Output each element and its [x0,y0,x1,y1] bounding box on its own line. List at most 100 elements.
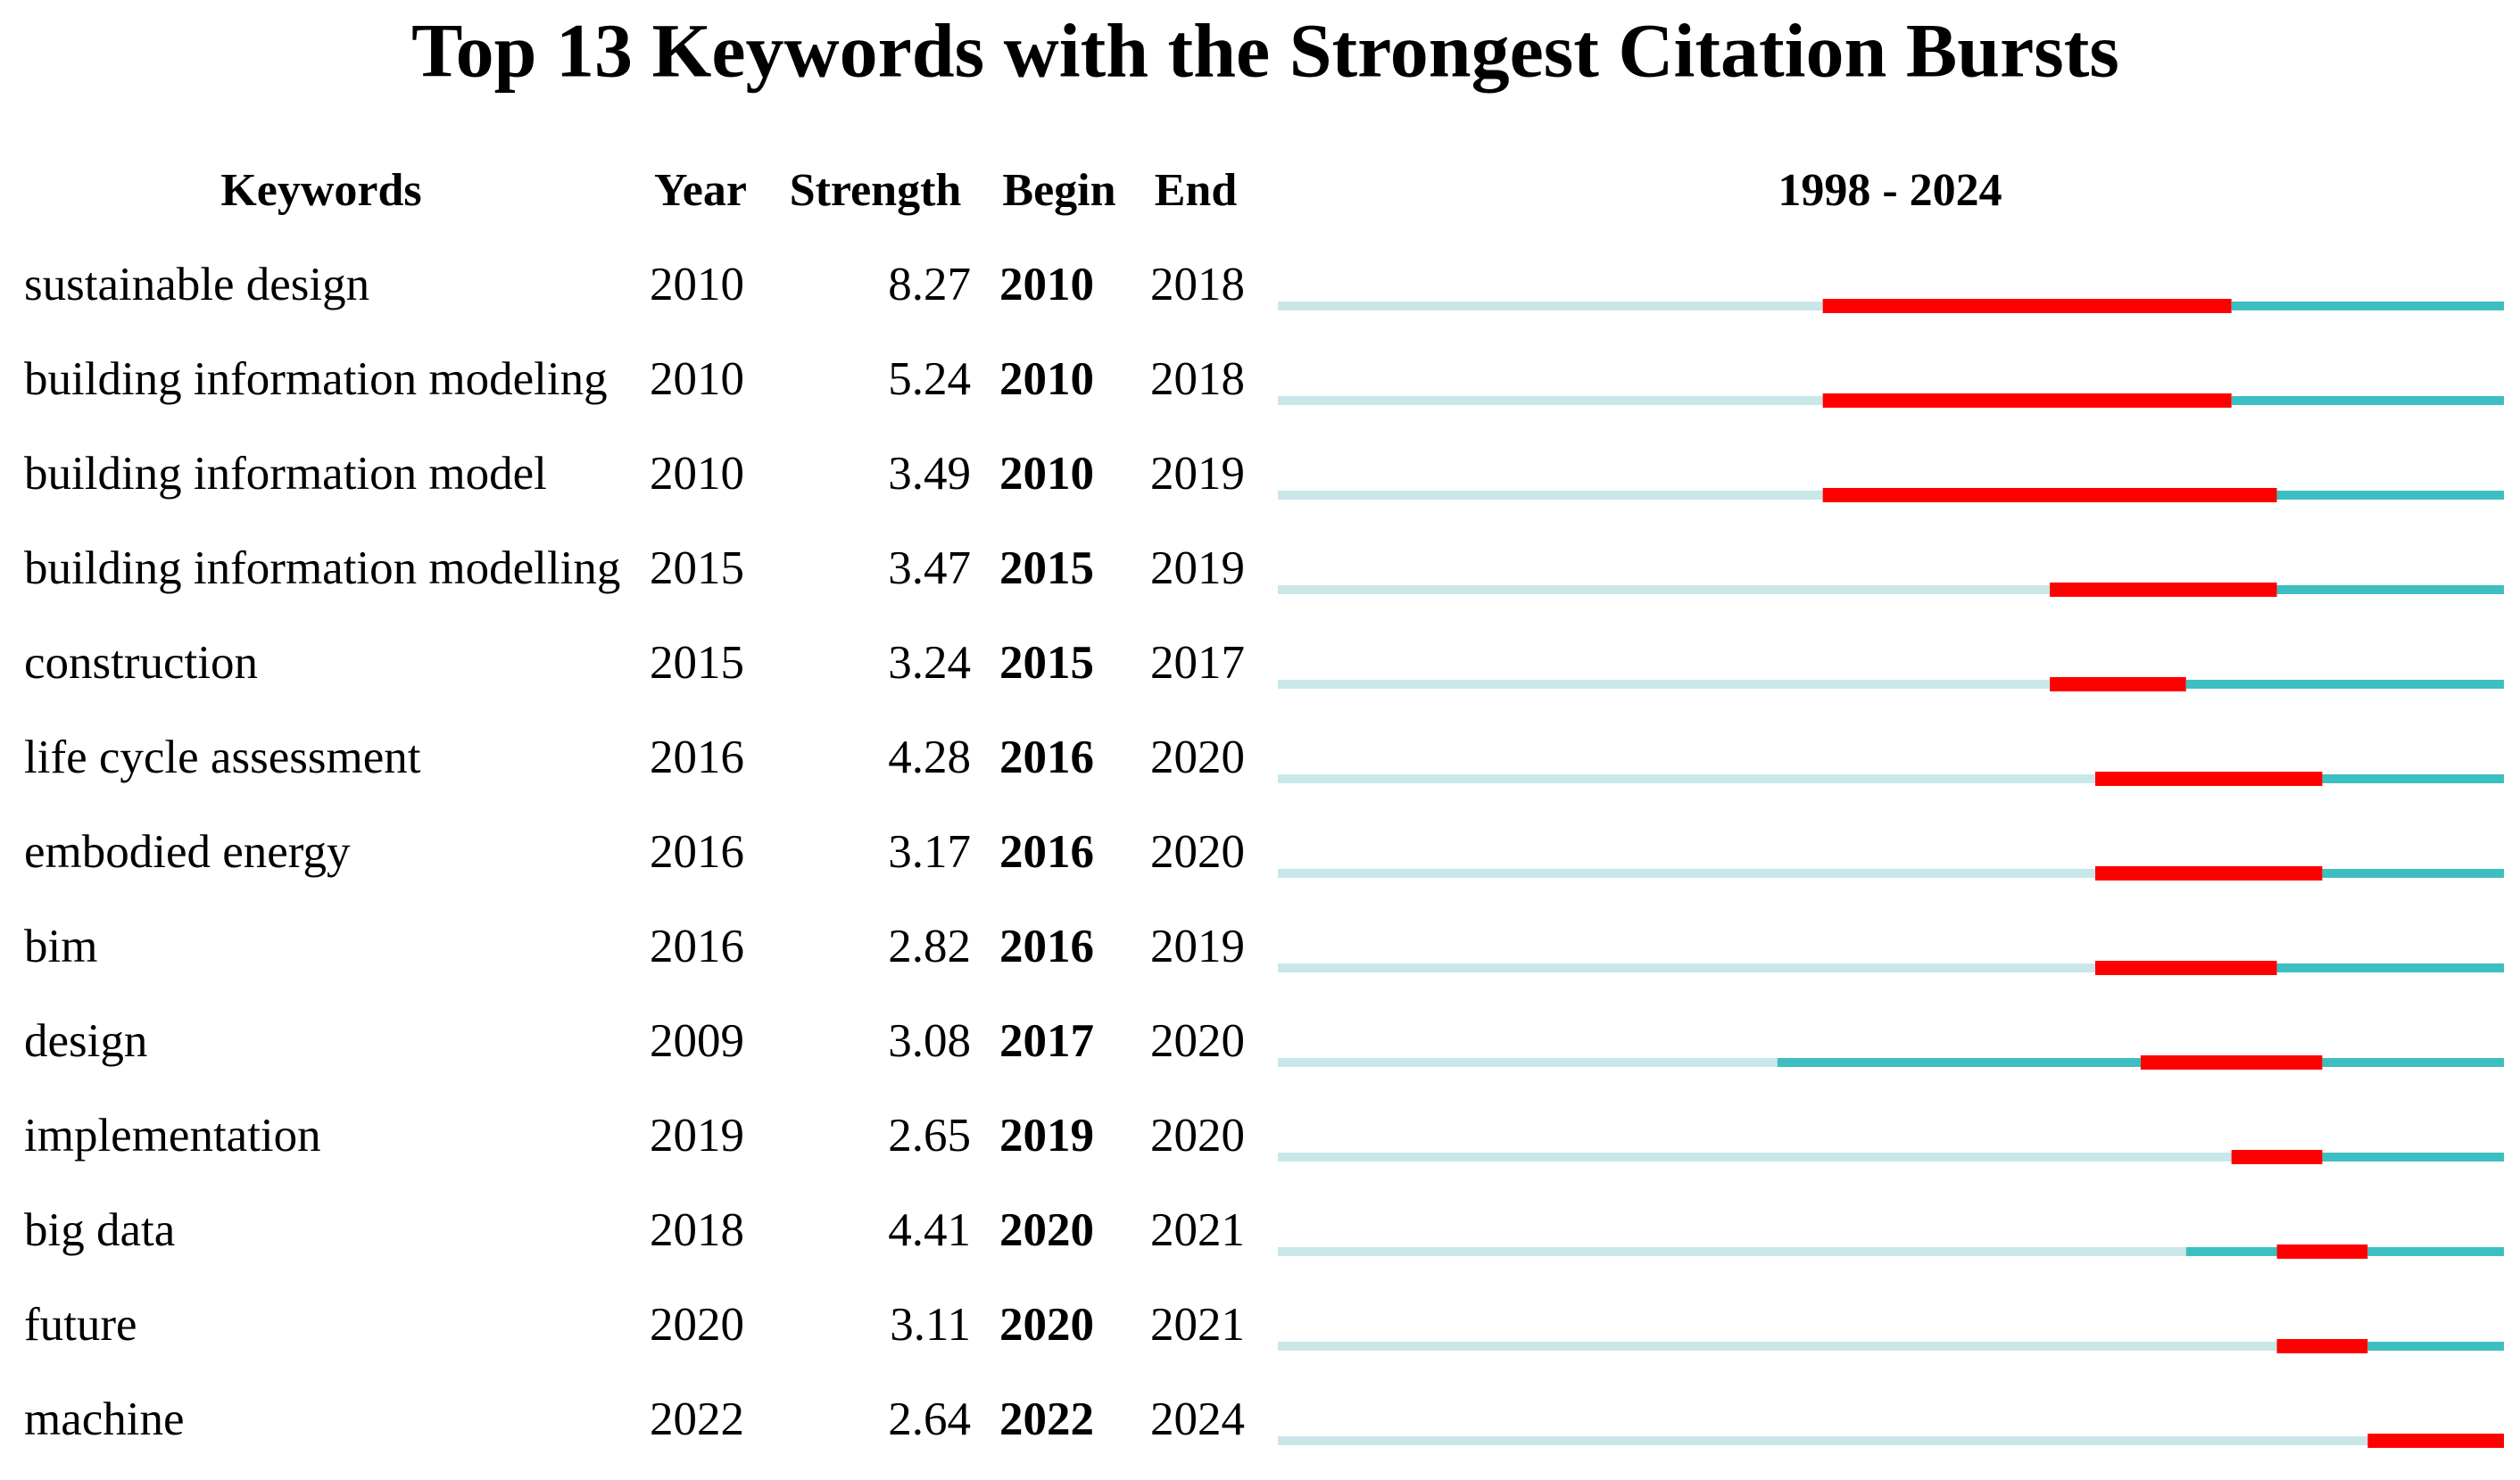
begin: 2020 [999,1299,1094,1351]
absent-segment [1278,1153,2232,1162]
begin: 2019 [999,1110,1094,1162]
year: 2016 [650,921,744,972]
burst-segment [1822,488,2277,502]
column-header: Strength [790,165,962,216]
burst-segment [2050,583,2277,597]
strength: 3.11 [890,1299,971,1351]
keyword: machine [24,1393,185,1445]
absent-segment [1278,1247,2186,1256]
absent-segment [1278,1436,2368,1445]
absent-segment [1278,1058,1778,1067]
begin: 2015 [999,637,1094,689]
present-segment [2322,1153,2504,1162]
burst-segment [1822,393,2232,408]
absent-segment [1278,680,2051,689]
begin: 2016 [999,732,1094,783]
year: 2022 [650,1393,744,1445]
year: 2018 [650,1204,744,1256]
begin: 2015 [999,542,1094,594]
range-header: 1998 - 2024 [1778,165,2002,216]
present-segment [2367,1342,2504,1351]
end: 2024 [1150,1393,1245,1445]
present-segment [2231,302,2504,310]
begin: 2016 [999,921,1094,972]
begin: 2017 [999,1015,1094,1067]
burst-segment [2095,866,2323,881]
strength: 4.41 [888,1204,971,1256]
strength: 8.27 [888,259,971,310]
present-segment [2231,396,2504,405]
absent-segment [1278,1342,2277,1351]
present-segment [2322,774,2504,783]
burst-segment [2231,1150,2323,1164]
keyword: life cycle assessment [24,732,421,783]
end: 2020 [1150,732,1245,783]
year: 2010 [650,259,744,310]
burst-segment [1822,299,2232,313]
end: 2021 [1150,1204,1245,1256]
end: 2018 [1150,353,1245,405]
keyword: implementation [24,1110,321,1162]
present-segment [2185,680,2504,689]
end: 2019 [1150,542,1245,594]
absent-segment [1278,302,1823,310]
end: 2017 [1150,637,1245,689]
keyword: bim [24,921,97,972]
keyword: building information modelling [24,542,620,594]
strength: 3.17 [888,826,971,878]
column-header: Year [654,165,747,216]
strength: 3.24 [888,637,971,689]
begin: 2010 [999,259,1094,310]
keyword: big data [24,1204,175,1256]
begin: 2022 [999,1393,1094,1445]
end: 2020 [1150,1015,1245,1067]
present-segment [2276,585,2504,594]
year: 2010 [650,353,744,405]
year: 2015 [650,637,744,689]
present-segment [2322,869,2504,878]
end: 2021 [1150,1299,1245,1351]
absent-segment [1278,491,1823,500]
year: 2009 [650,1015,744,1067]
year: 2016 [650,826,744,878]
column-header: Keywords [220,165,421,216]
column-header: Begin [1002,165,1115,216]
end: 2019 [1150,448,1245,500]
year: 2019 [650,1110,744,1162]
burst-segment [2140,1055,2323,1070]
strength: 2.65 [888,1110,971,1162]
keyword: design [24,1015,147,1067]
strength: 2.64 [888,1393,971,1445]
year: 2020 [650,1299,744,1351]
chart-title: Top 13 Keywords with the Strongest Citat… [411,8,2119,94]
present-segment [2322,1058,2504,1067]
burst-segment [2050,677,2186,691]
year: 2016 [650,732,744,783]
end: 2020 [1150,826,1245,878]
strength: 5.24 [888,353,971,405]
keyword: sustainable design [24,259,369,310]
begin: 2010 [999,353,1094,405]
absent-segment [1278,396,1823,405]
absent-segment [1278,774,2095,783]
begin: 2016 [999,826,1094,878]
strength: 3.49 [888,448,971,500]
strength: 3.08 [888,1015,971,1067]
present-segment [2276,963,2504,972]
begin: 2010 [999,448,1094,500]
end: 2018 [1150,259,1245,310]
burst-segment [2276,1339,2368,1353]
absent-segment [1278,869,2095,878]
present-segment [2185,1247,2277,1256]
year: 2015 [650,542,744,594]
strength: 3.47 [888,542,971,594]
keyword: building information model [24,448,547,500]
absent-segment [1278,963,2095,972]
absent-segment [1278,585,2051,594]
column-header: End [1155,165,1238,216]
burst-segment [2095,961,2277,975]
strength: 2.82 [888,921,971,972]
keyword: embodied energy [24,826,351,878]
burst-segment [2276,1244,2368,1259]
